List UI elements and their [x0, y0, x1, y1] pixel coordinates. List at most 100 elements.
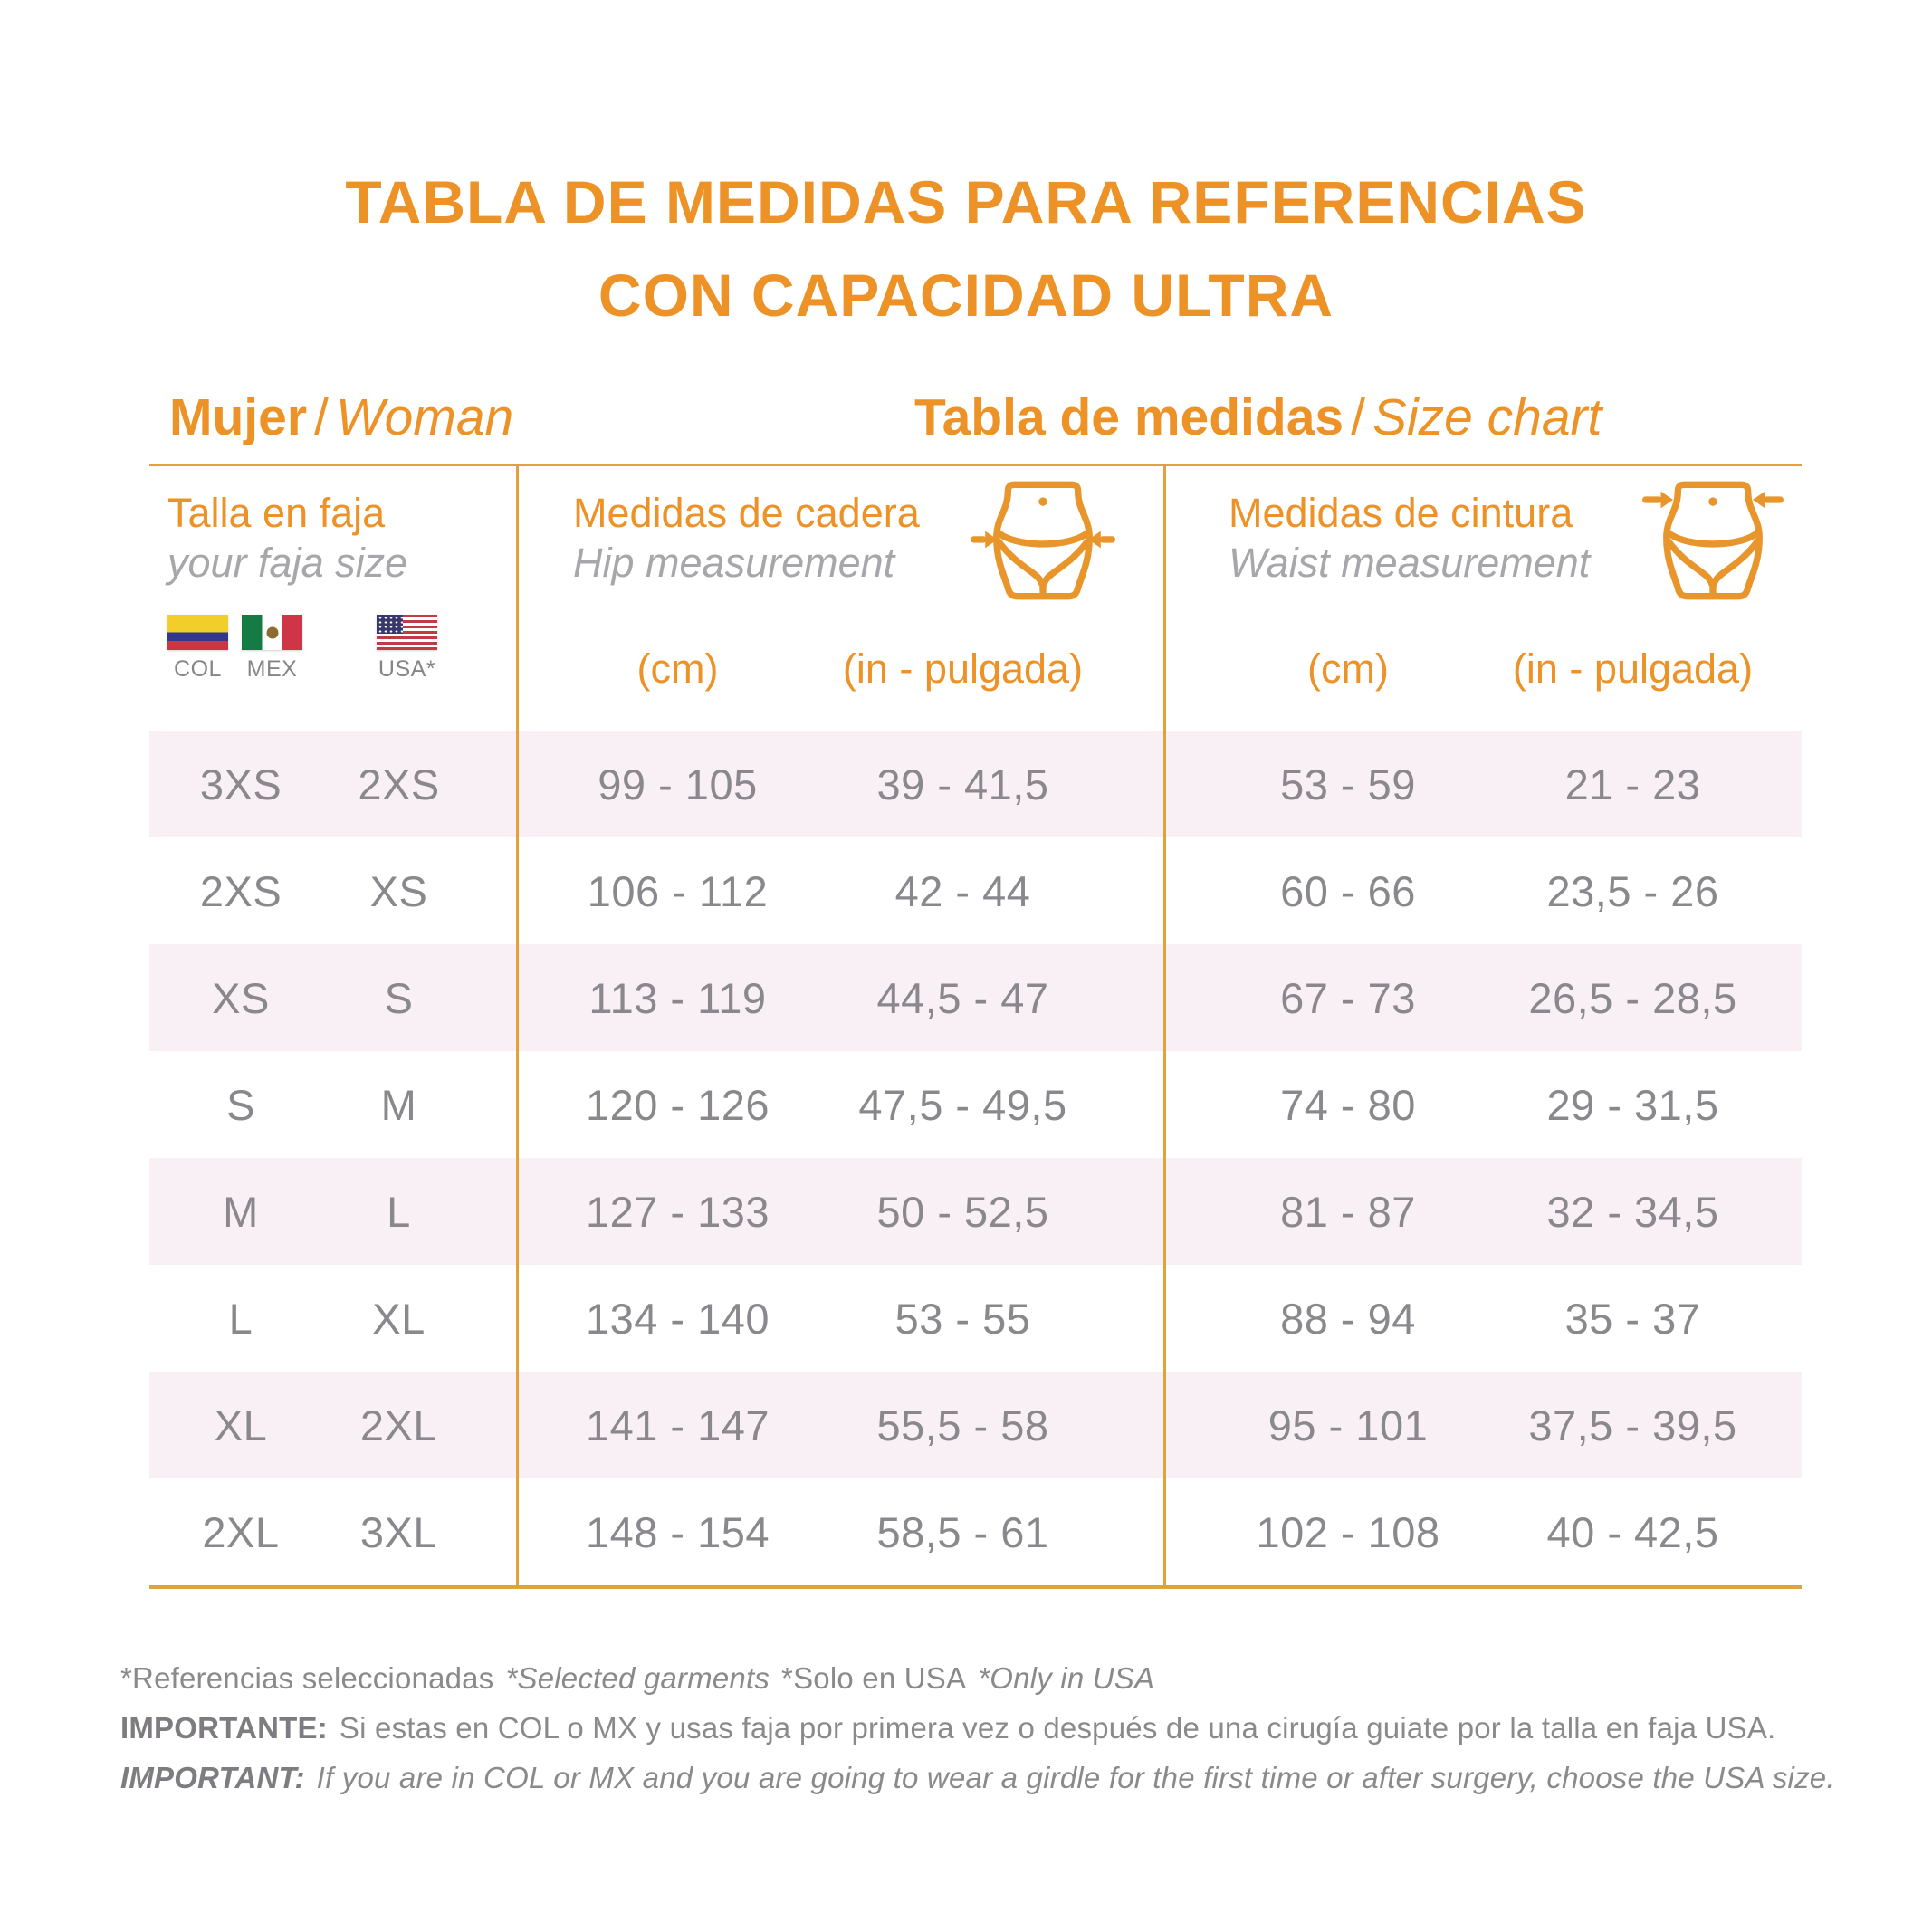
table-body: 3XS 2XS 99 - 105 39 - 41,5 53 - 59 21 - …	[149, 731, 1802, 1585]
mexico-flag-label: MEX	[246, 656, 298, 682]
waist-units-row: (cm) (in - pulgada)	[1163, 646, 1802, 693]
page-title-line2: CON CAPACIDAD ULTRA	[598, 262, 1334, 329]
hip-in-value: 47,5 - 49,5	[858, 1080, 1067, 1129]
size-usa-value: 2XS	[358, 760, 440, 808]
table-row-4: S M 120 - 126 47,5 - 49,5 74 - 80 29 - 3…	[149, 1051, 1802, 1158]
important-text-english: If you are in COL or MX and you are goin…	[316, 1761, 1835, 1794]
important-label-english: IMPORTANT:	[120, 1761, 305, 1794]
hip-cm-value: 148 - 154	[585, 1507, 770, 1556]
size-usa-value: L	[387, 1187, 411, 1236]
size-chart-label-spanish: Tabla de medidas	[914, 388, 1344, 446]
footnote-references: *Referencias seleccionadas *Selected garm…	[120, 1653, 1835, 1703]
section-header-woman: Mujer / Woman	[169, 387, 513, 447]
hip-cm-value: 99 - 105	[598, 760, 758, 808]
size-chart-label-separator: /	[1351, 388, 1365, 446]
hip-units-row: (cm) (in - pulgada)	[516, 646, 1163, 693]
size-colmex-value: 3XS	[199, 760, 282, 808]
usa-flag-label: USA*	[378, 656, 436, 682]
waist-cm-value: 53 - 59	[1280, 760, 1416, 808]
size-colmex-value: XL	[214, 1401, 268, 1449]
waist-unit-inches: (in - pulgada)	[1512, 646, 1754, 692]
waist-cm-value: 102 - 108	[1256, 1507, 1440, 1556]
size-usa-value: 3XL	[359, 1507, 438, 1556]
size-colmex-value: S	[226, 1080, 255, 1129]
hip-cm-value: 134 - 140	[585, 1294, 770, 1343]
table-row-7: XL 2XL 141 - 147 55,5 - 58 95 - 101 37,5…	[149, 1372, 1802, 1478]
section-header-size-chart: Tabla de medidas / Size chart	[914, 387, 1602, 447]
hip-cm-value: 113 - 119	[588, 973, 767, 1022]
size-column-subtitle: your faja size	[167, 540, 408, 586]
waist-in-value: 37,5 - 39,5	[1528, 1401, 1737, 1449]
waist-in-value: 40 - 42,5	[1546, 1507, 1719, 1556]
colombia-flag: COL	[167, 615, 228, 683]
usa-flag-icon	[377, 615, 437, 650]
hip-in-value: 44,5 - 47	[876, 973, 1049, 1022]
size-usa-value: 2XL	[359, 1401, 438, 1449]
usa-flag: USA*	[377, 615, 437, 683]
waist-cm-value: 88 - 94	[1280, 1294, 1416, 1343]
woman-label-english: Woman	[335, 388, 514, 446]
size-colmex-value: 2XS	[199, 866, 282, 915]
woman-label-separator: /	[314, 388, 329, 446]
footnote-references-es: *Referencias seleccionadas	[120, 1661, 494, 1695]
size-colmex-value: M	[223, 1187, 259, 1236]
woman-label-spanish: Mujer	[169, 388, 308, 446]
waist-column-title: Medidas de cintura	[1229, 490, 1573, 536]
table-row-6: L XL 134 - 140 53 - 55 88 - 94 35 - 37	[149, 1265, 1802, 1372]
table-row-1: 3XS 2XS 99 - 105 39 - 41,5 53 - 59 21 - …	[149, 731, 1802, 837]
waist-unit-cm: (cm)	[1307, 646, 1389, 692]
waist-cm-value: 60 - 66	[1280, 866, 1416, 915]
table-row-2: 2XS XS 106 - 112 42 - 44 60 - 66 23,5 - …	[149, 837, 1802, 944]
hip-cm-value: 127 - 133	[585, 1187, 770, 1236]
hip-in-value: 50 - 52,5	[876, 1187, 1049, 1236]
size-colmex-value: XS	[212, 973, 270, 1022]
size-chart-label-english: Size chart	[1372, 388, 1602, 446]
size-usa-value: XL	[372, 1294, 426, 1343]
mexico-flag: MEX	[242, 615, 302, 683]
colombia-flag-label: COL	[174, 656, 222, 682]
hip-in-value: 58,5 - 61	[876, 1507, 1049, 1556]
size-usa-value: M	[380, 1080, 417, 1129]
colombia-flag-icon	[167, 615, 228, 650]
waist-in-value: 29 - 31,5	[1546, 1080, 1719, 1129]
waist-cm-value: 81 - 87	[1280, 1187, 1416, 1236]
footnote-important-spanish: IMPORTANTE: Si estas en COL o MX y usas f…	[120, 1703, 1835, 1753]
hip-unit-cm: (cm)	[636, 646, 719, 692]
table-row-8: 2XL 3XL 148 - 154 58,5 - 61 102 - 108 40…	[149, 1478, 1802, 1585]
waist-measurement-icon	[1642, 481, 1784, 600]
hip-cm-value: 106 - 112	[587, 866, 769, 915]
hip-in-value: 55,5 - 58	[876, 1401, 1049, 1449]
hip-measurement-icon	[970, 481, 1116, 600]
waist-in-value: 32 - 34,5	[1546, 1187, 1719, 1236]
size-colmex-value: 2XL	[202, 1507, 280, 1556]
size-colmex-value: L	[228, 1294, 253, 1343]
size-usa-value: XS	[369, 866, 428, 915]
hip-in-value: 39 - 41,5	[876, 760, 1049, 808]
waist-cm-value: 67 - 73	[1280, 973, 1416, 1022]
hip-cm-value: 120 - 126	[585, 1080, 770, 1129]
hip-column-subtitle: Hip measurement	[573, 540, 895, 586]
hip-in-value: 42 - 44	[894, 866, 1031, 915]
waist-cm-value: 95 - 101	[1267, 1401, 1429, 1449]
footnote-important-english: IMPORTANT: If you are in COL or MX and yo…	[120, 1753, 1835, 1803]
hip-cm-value: 141 - 147	[585, 1401, 770, 1449]
waist-in-value: 35 - 37	[1564, 1294, 1701, 1343]
header-hip-column: Medidas de cadera Hip measurement	[573, 488, 920, 588]
waist-column-subtitle: Waist measurement	[1229, 540, 1591, 586]
size-table: Talla en faja your faja size COL MEX USA…	[149, 464, 1802, 1589]
footnotes: *Referencias seleccionadas *Selected garm…	[120, 1653, 1835, 1803]
size-usa-value: S	[384, 973, 414, 1022]
footnote-usa-only-en: *Only in USA	[978, 1661, 1155, 1695]
waist-in-value: 21 - 23	[1564, 760, 1701, 808]
header-waist-column: Medidas de cintura Waist measurement	[1229, 488, 1590, 588]
size-column-title: Talla en faja	[167, 490, 386, 536]
important-label-spanish: IMPORTANTE:	[120, 1711, 328, 1745]
column-divider-left	[516, 466, 519, 1585]
hip-column-title: Medidas de cadera	[573, 490, 920, 536]
hip-unit-inches: (in - pulgada)	[842, 646, 1084, 692]
table-header: Talla en faja your faja size COL MEX USA…	[149, 466, 1802, 731]
footnote-references-en: *Selected garments	[505, 1661, 770, 1695]
header-size-column: Talla en faja your faja size COL MEX USA…	[167, 488, 437, 683]
mexico-flag-icon	[242, 615, 302, 650]
waist-cm-value: 74 - 80	[1280, 1080, 1416, 1129]
